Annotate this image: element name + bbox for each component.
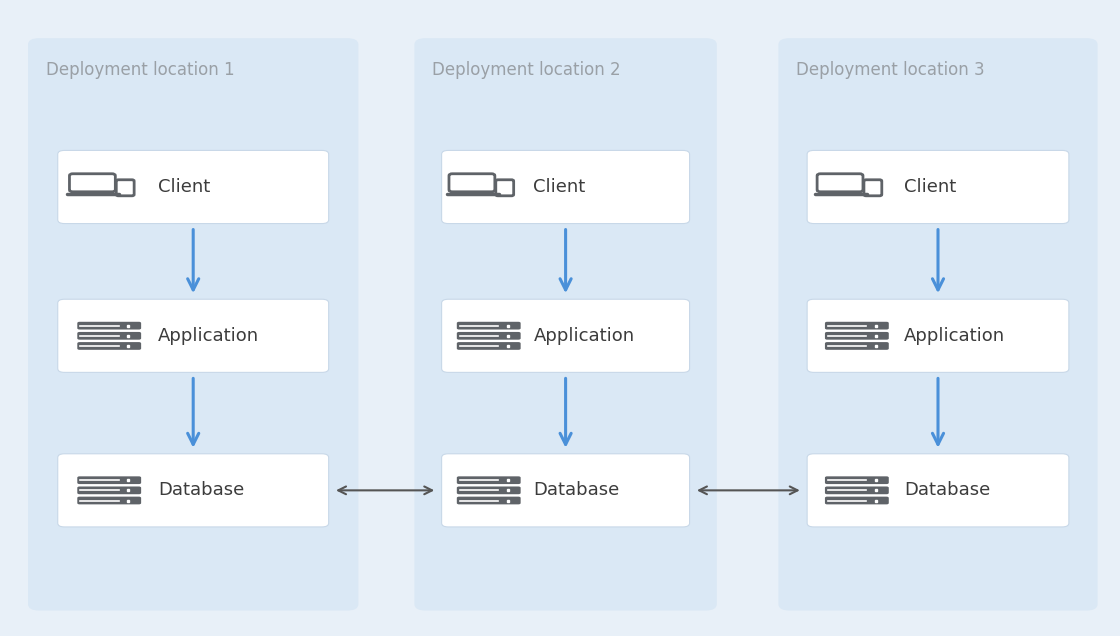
FancyBboxPatch shape xyxy=(441,150,690,223)
Text: Application: Application xyxy=(158,327,259,345)
Text: Application: Application xyxy=(533,327,635,345)
Text: Database: Database xyxy=(158,481,244,499)
Text: Database: Database xyxy=(904,481,990,499)
FancyBboxPatch shape xyxy=(58,299,328,372)
FancyBboxPatch shape xyxy=(441,454,690,527)
Text: Deployment location 1: Deployment location 1 xyxy=(46,61,234,79)
FancyBboxPatch shape xyxy=(825,322,889,329)
Text: Deployment location 2: Deployment location 2 xyxy=(432,61,620,79)
FancyBboxPatch shape xyxy=(825,342,889,350)
FancyBboxPatch shape xyxy=(457,487,521,494)
FancyBboxPatch shape xyxy=(825,476,889,484)
FancyBboxPatch shape xyxy=(77,322,141,329)
FancyBboxPatch shape xyxy=(457,497,521,504)
Text: Deployment location 3: Deployment location 3 xyxy=(796,61,984,79)
FancyBboxPatch shape xyxy=(77,332,141,340)
Text: Application: Application xyxy=(904,327,1005,345)
Text: Client: Client xyxy=(904,178,956,196)
FancyBboxPatch shape xyxy=(441,299,690,372)
FancyBboxPatch shape xyxy=(778,38,1098,611)
FancyBboxPatch shape xyxy=(808,454,1068,527)
FancyBboxPatch shape xyxy=(808,299,1068,372)
FancyBboxPatch shape xyxy=(77,487,141,494)
FancyBboxPatch shape xyxy=(457,332,521,340)
FancyBboxPatch shape xyxy=(77,497,141,504)
FancyBboxPatch shape xyxy=(77,476,141,484)
FancyBboxPatch shape xyxy=(58,150,328,223)
FancyBboxPatch shape xyxy=(808,150,1068,223)
FancyBboxPatch shape xyxy=(457,342,521,350)
FancyBboxPatch shape xyxy=(825,497,889,504)
FancyBboxPatch shape xyxy=(825,487,889,494)
FancyBboxPatch shape xyxy=(414,38,717,611)
FancyBboxPatch shape xyxy=(77,342,141,350)
Text: Database: Database xyxy=(533,481,619,499)
FancyBboxPatch shape xyxy=(825,332,889,340)
FancyBboxPatch shape xyxy=(457,322,521,329)
FancyBboxPatch shape xyxy=(28,38,358,611)
FancyBboxPatch shape xyxy=(58,454,328,527)
Text: Client: Client xyxy=(158,178,211,196)
FancyBboxPatch shape xyxy=(457,476,521,484)
Text: Client: Client xyxy=(533,178,586,196)
